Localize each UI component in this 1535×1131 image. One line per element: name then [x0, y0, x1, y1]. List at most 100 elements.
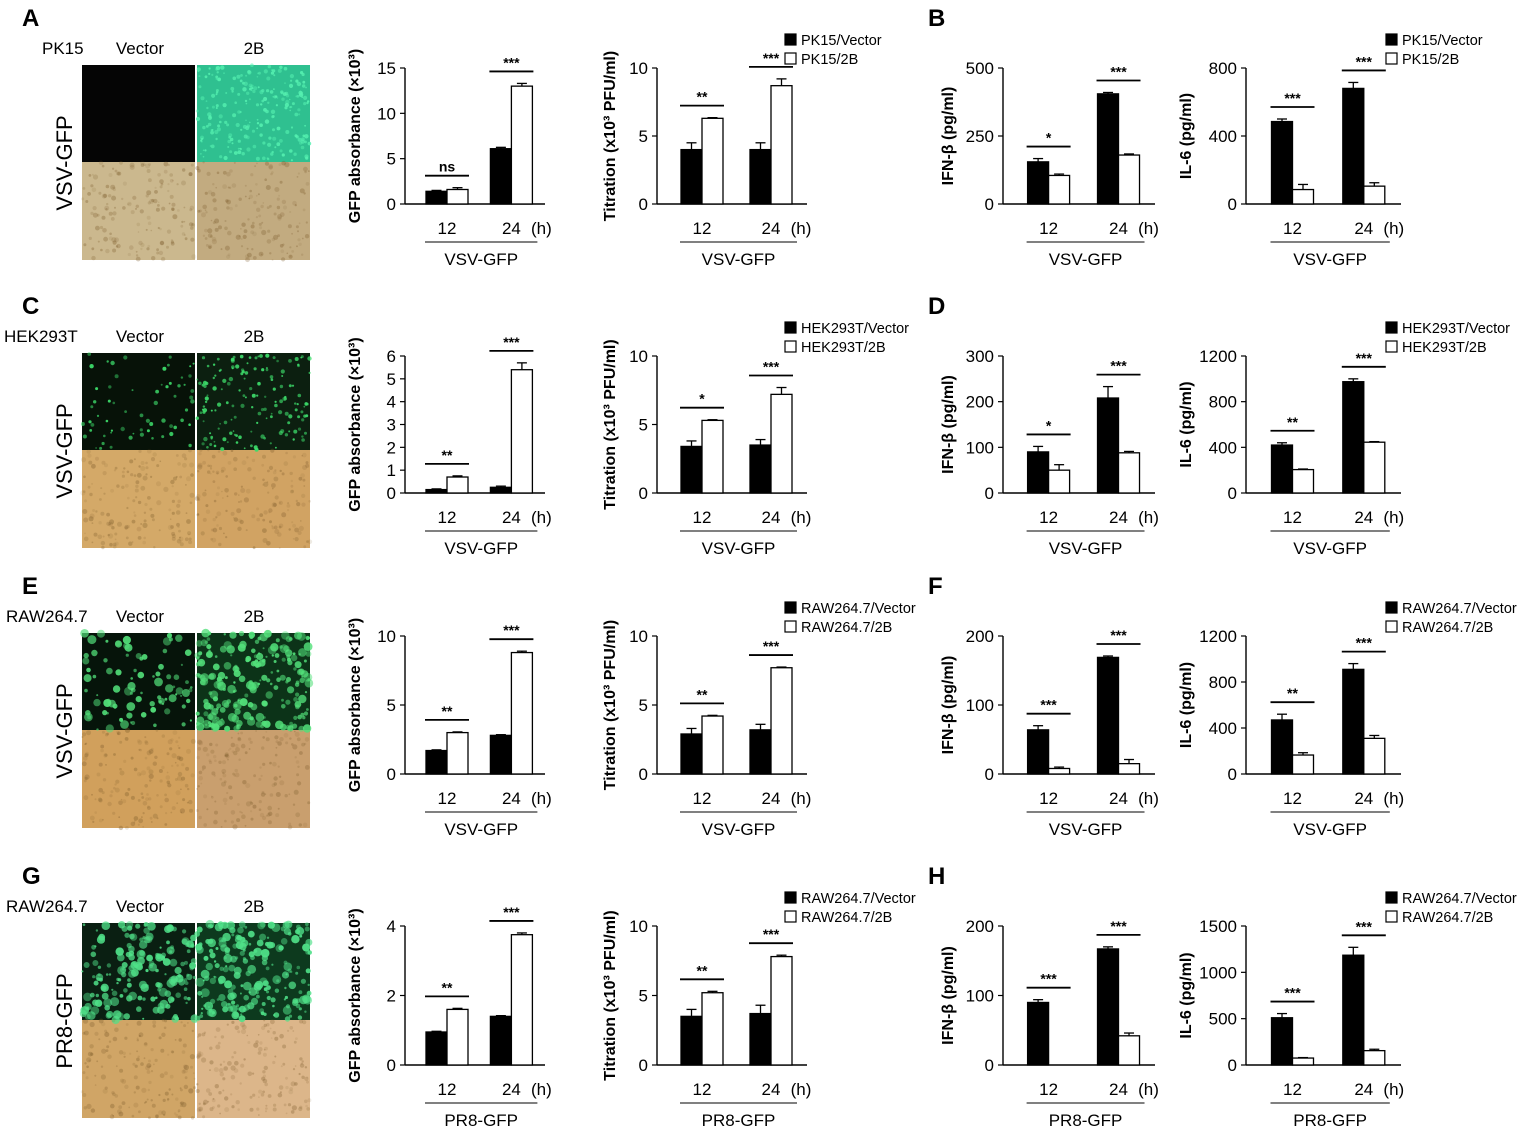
y-tick-label: 100 — [966, 438, 994, 457]
panel-label-h: H — [928, 863, 945, 890]
condition-label-2b: 2B — [244, 327, 265, 346]
significance-label: *** — [763, 359, 780, 375]
x-unit-label: (h) — [1138, 789, 1159, 808]
bar — [1363, 737, 1386, 775]
y-axis-label: IFN-β (pg/ml) — [940, 375, 957, 474]
legend-swatch — [784, 33, 797, 46]
brightfield-image — [197, 730, 310, 828]
y-tick-label: 250 — [966, 127, 994, 146]
x-tick-label: 24 — [1354, 219, 1373, 238]
y-axis-label: GFP absorbance (×10³) — [347, 337, 364, 511]
y-axis-label: Titration (x10³ PFU/ml) — [602, 51, 619, 221]
bar — [1026, 161, 1050, 205]
y-axis-label: IL-6 (pg/ml) — [1178, 381, 1195, 467]
y-tick-label: 0 — [1228, 1056, 1237, 1075]
x-group-label: VSV-GFP — [1293, 820, 1367, 839]
bar — [1291, 754, 1315, 775]
y-tick-label: 200 — [966, 917, 994, 936]
significance-label: *** — [763, 50, 780, 66]
legend-swatch — [784, 52, 797, 65]
y-tick-label: 0 — [1228, 195, 1237, 214]
x-tick-label: 24 — [1354, 508, 1373, 527]
significance-label: ** — [442, 979, 453, 995]
bar — [489, 1015, 513, 1066]
significance-label: *** — [503, 622, 520, 638]
x-group-label: VSV-GFP — [702, 539, 776, 558]
x-unit-label: (h) — [791, 508, 812, 527]
bar — [680, 148, 703, 205]
fluorescence-image — [197, 353, 310, 450]
bar — [770, 667, 793, 775]
brightfield-image — [82, 450, 195, 548]
legend-swatch — [1385, 601, 1398, 614]
significance-label: *** — [503, 904, 520, 920]
micrograph-panel: RAW264.7 Vector 2B PR8-GFP — [6, 897, 313, 1120]
bar — [770, 393, 793, 494]
chart-A-gfp: 0 5 10 15 GFP absorbance (×10³) 12 ns 24 *** (h) V… — [347, 49, 552, 269]
bar — [680, 1015, 703, 1066]
condition-label-vector: Vector — [116, 327, 165, 346]
condition-label-2b: 2B — [244, 39, 265, 58]
x-group-label: VSV-GFP — [444, 250, 518, 269]
legend-swatch — [784, 601, 797, 614]
x-group-label: PR8-GFP — [1049, 1111, 1123, 1130]
y-tick-label: 5 — [639, 987, 648, 1006]
y-tick-label: 0 — [387, 1056, 396, 1075]
x-unit-label: (h) — [531, 789, 552, 808]
x-tick-label: 12 — [693, 1080, 712, 1099]
significance-label: *** — [1110, 358, 1127, 374]
y-tick-label: 1500 — [1199, 917, 1237, 936]
legend-entry: HEK293T/2B — [801, 340, 886, 356]
chart-H-ifn: 0 100 200 IFN-β (pg/ml) 12 *** 24 *** (h) PR8-GFP — [940, 917, 1159, 1130]
y-tick-label: 10 — [377, 104, 396, 123]
legend-entry: RAW264.7/Vector — [801, 891, 916, 907]
y-tick-label: 0 — [639, 484, 648, 503]
y-tick-label: 1200 — [1199, 627, 1237, 646]
legend-swatch — [1385, 33, 1398, 46]
y-tick-label: 0 — [387, 195, 396, 214]
bar — [1026, 1001, 1050, 1066]
chart-E-titer: 0 5 10 Titration (x10³ PFU/ml) 12 ** 24 *** (h) V… — [602, 601, 916, 839]
x-tick-label: 24 — [502, 219, 521, 238]
chart-B-ifn: 0 250 500 IFN-β (pg/ml) 12 * 24 *** (h) VSV-GFP — [940, 59, 1159, 269]
legend-entry: PK15/Vector — [1402, 33, 1483, 49]
bar — [425, 488, 448, 494]
significance-label: *** — [1110, 627, 1127, 643]
virus-side-label: PR8-GFP — [52, 973, 77, 1068]
y-tick-label: 0 — [387, 765, 396, 784]
panel-label-g: G — [22, 863, 41, 890]
significance-label: * — [1046, 417, 1052, 433]
y-tick-label: 0 — [639, 765, 648, 784]
significance-label: ** — [697, 962, 708, 978]
brightfield-image — [82, 1020, 195, 1118]
x-tick-label: 12 — [1283, 789, 1302, 808]
legend-swatch — [784, 620, 797, 633]
y-tick-label: 100 — [966, 696, 994, 715]
significance-label: *** — [1040, 971, 1057, 987]
y-tick-label: 5 — [387, 150, 396, 169]
y-tick-label: 1000 — [1199, 963, 1237, 982]
legend-swatch — [1385, 52, 1398, 65]
brightfield-image — [197, 162, 310, 260]
micrograph-panel: HEK293T Vector 2B VSV-GFP — [4, 327, 313, 550]
bar — [1047, 469, 1071, 494]
brightfield-image — [197, 1020, 310, 1118]
y-tick-label: 10 — [629, 917, 648, 936]
x-group-label: PR8-GFP — [444, 1111, 518, 1130]
x-tick-label: 24 — [762, 1080, 781, 1099]
chart-C-titer: 0 5 10 Titration (x10³ PFU/ml) 12 * 24 *** (h) VS… — [602, 321, 909, 558]
panel-label-f: F — [928, 573, 943, 600]
bar — [1342, 87, 1365, 205]
x-unit-label: (h) — [1383, 789, 1404, 808]
x-group-label: VSV-GFP — [444, 820, 518, 839]
bar — [770, 955, 793, 1066]
condition-label-2b: 2B — [244, 607, 265, 626]
bar — [510, 369, 534, 494]
x-unit-label: (h) — [531, 508, 552, 527]
micrograph-panel: RAW264.7 Vector 2B VSV-GFP — [6, 607, 314, 831]
y-tick-label: 3 — [387, 416, 396, 435]
y-tick-label: 400 — [1209, 438, 1237, 457]
y-axis-label: IL-6 (pg/ml) — [1178, 952, 1195, 1038]
